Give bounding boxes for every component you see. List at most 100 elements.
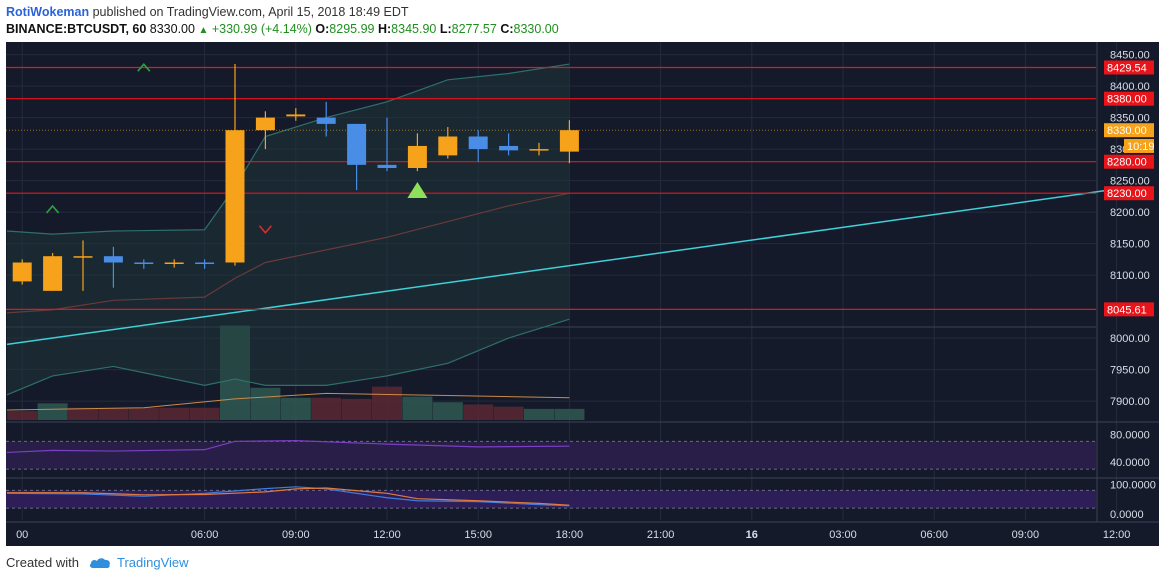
candles: [12, 64, 579, 291]
low-label: L:: [439, 22, 452, 36]
tradingview-cloud-icon: [89, 558, 110, 568]
candle-body: [316, 117, 336, 124]
time-tick-label: 03:00: [829, 529, 857, 541]
price-tick-label: 8250.00: [1110, 176, 1150, 188]
price-chart[interactable]: 8450.008400.008350.008300.008250.008200.…: [6, 42, 1159, 546]
oscillator-tick-label: 100.0000: [1110, 479, 1156, 491]
countdown-tag-label: 10:19: [1127, 141, 1155, 153]
candle: [407, 133, 427, 172]
time-tick-label: 09:00: [1012, 529, 1040, 541]
bollinger-lower: [6, 318, 570, 396]
candle: [286, 108, 306, 121]
published-text: published on TradingView.com, April 15, …: [92, 5, 409, 19]
price-axis[interactable]: 8450.008400.008350.008300.008250.008200.…: [1104, 50, 1156, 521]
candle: [73, 240, 93, 291]
open-label: O:: [315, 22, 330, 36]
bollinger-basis: [6, 192, 570, 314]
trend-line-segment[interactable]: [6, 186, 1132, 346]
volume-ma-line: [6, 392, 570, 411]
candle: [103, 246, 123, 288]
candle: [438, 127, 458, 159]
high-label: H:: [377, 22, 392, 36]
volume-bar: [220, 325, 250, 420]
candle-body: [12, 262, 32, 282]
high-value: 8345.90: [391, 22, 437, 36]
change-up-icon: ▲: [198, 25, 209, 36]
time-tick-label: 16: [746, 529, 758, 541]
time-tick-label: 12:00: [1103, 529, 1131, 541]
oscillator-band: [6, 490, 1096, 509]
time-tick-label: 18:00: [556, 529, 584, 541]
candle-body: [134, 262, 154, 264]
candle: [347, 123, 367, 191]
price-tick-label: 8150.00: [1110, 239, 1150, 251]
volume-bar: [280, 397, 311, 420]
volume-bar: [402, 396, 433, 420]
candle-body: [559, 130, 579, 152]
level-tag: [1104, 91, 1154, 106]
time-tick-label: 12:00: [373, 529, 401, 541]
horizontal-levels[interactable]: [6, 66, 1096, 310]
level-tag: [1104, 60, 1154, 75]
candle-body: [468, 136, 488, 150]
candle-body: [43, 256, 63, 291]
level-tag: [1104, 154, 1154, 169]
oscillator-pane: [6, 486, 1096, 509]
bollinger-bands: [6, 63, 570, 396]
short-signal-icon: [258, 225, 273, 234]
time-tick-label: 15:00: [464, 529, 492, 541]
tradingview-brand-link[interactable]: TradingView: [116, 555, 189, 570]
low-value: 8277.57: [451, 22, 497, 36]
level-tag-label: 8230.00: [1107, 188, 1147, 200]
candle-body: [286, 114, 306, 117]
volume-bar: [128, 407, 159, 420]
time-tick-label: 00: [16, 529, 28, 541]
candle-body: [407, 145, 427, 168]
candle: [316, 101, 336, 137]
rsi-band: [6, 441, 1096, 470]
volume-bar: [37, 403, 68, 420]
rsi-line: [6, 440, 570, 454]
created-with-text: Created with: [6, 555, 79, 570]
volume-bar: [7, 411, 38, 420]
candle: [559, 120, 579, 164]
candle-body: [499, 145, 519, 151]
volume-bar: [524, 408, 554, 420]
volume-bars: [6, 325, 585, 420]
volume-bar: [463, 404, 494, 420]
volume-bar: [250, 387, 281, 420]
volume-bar: [311, 397, 342, 420]
open-value: 8295.99: [329, 22, 375, 36]
chart-area[interactable]: 8450.008400.008350.008300.008250.008200.…: [6, 42, 1159, 546]
candle-body: [164, 262, 184, 264]
volume-bar: [68, 407, 98, 420]
candle-body: [73, 256, 93, 258]
candle: [529, 142, 549, 156]
candle-body: [103, 256, 123, 263]
time-axis[interactable]: 00 06:00 09:00 12:00 15:00 18:00 21:00 16 03:00 0…: [16, 529, 1130, 541]
candle: [499, 133, 519, 156]
price-change: +330.99 (+4.14%): [211, 22, 312, 36]
level-tag-label: 8280.00: [1107, 157, 1147, 169]
price-tick-label: 8000.00: [1110, 333, 1150, 345]
buy-triangle-icon: [407, 182, 428, 199]
candle-body: [225, 130, 245, 263]
price-tick-label: 8450.00: [1110, 50, 1150, 62]
time-tick-label: 06:00: [920, 529, 948, 541]
author-name[interactable]: RotiWokeman: [6, 5, 90, 19]
candle: [12, 259, 32, 285]
volume-bar: [554, 408, 585, 420]
candle: [225, 64, 245, 266]
level-tag: [1104, 186, 1154, 201]
trend-line[interactable]: [6, 186, 1132, 346]
candle-body: [529, 149, 549, 151]
rsi-pane: [6, 440, 1096, 470]
candle-body: [438, 136, 458, 156]
countdown-tag: [1124, 138, 1154, 153]
level-tag-label: 8380.00: [1107, 94, 1147, 106]
candle: [164, 259, 184, 268]
rsi-tick-label: 80.0000: [1110, 429, 1150, 441]
volume-bar: [341, 398, 372, 420]
time-tick-label: 06:00: [191, 529, 219, 541]
candle-body: [255, 117, 275, 131]
